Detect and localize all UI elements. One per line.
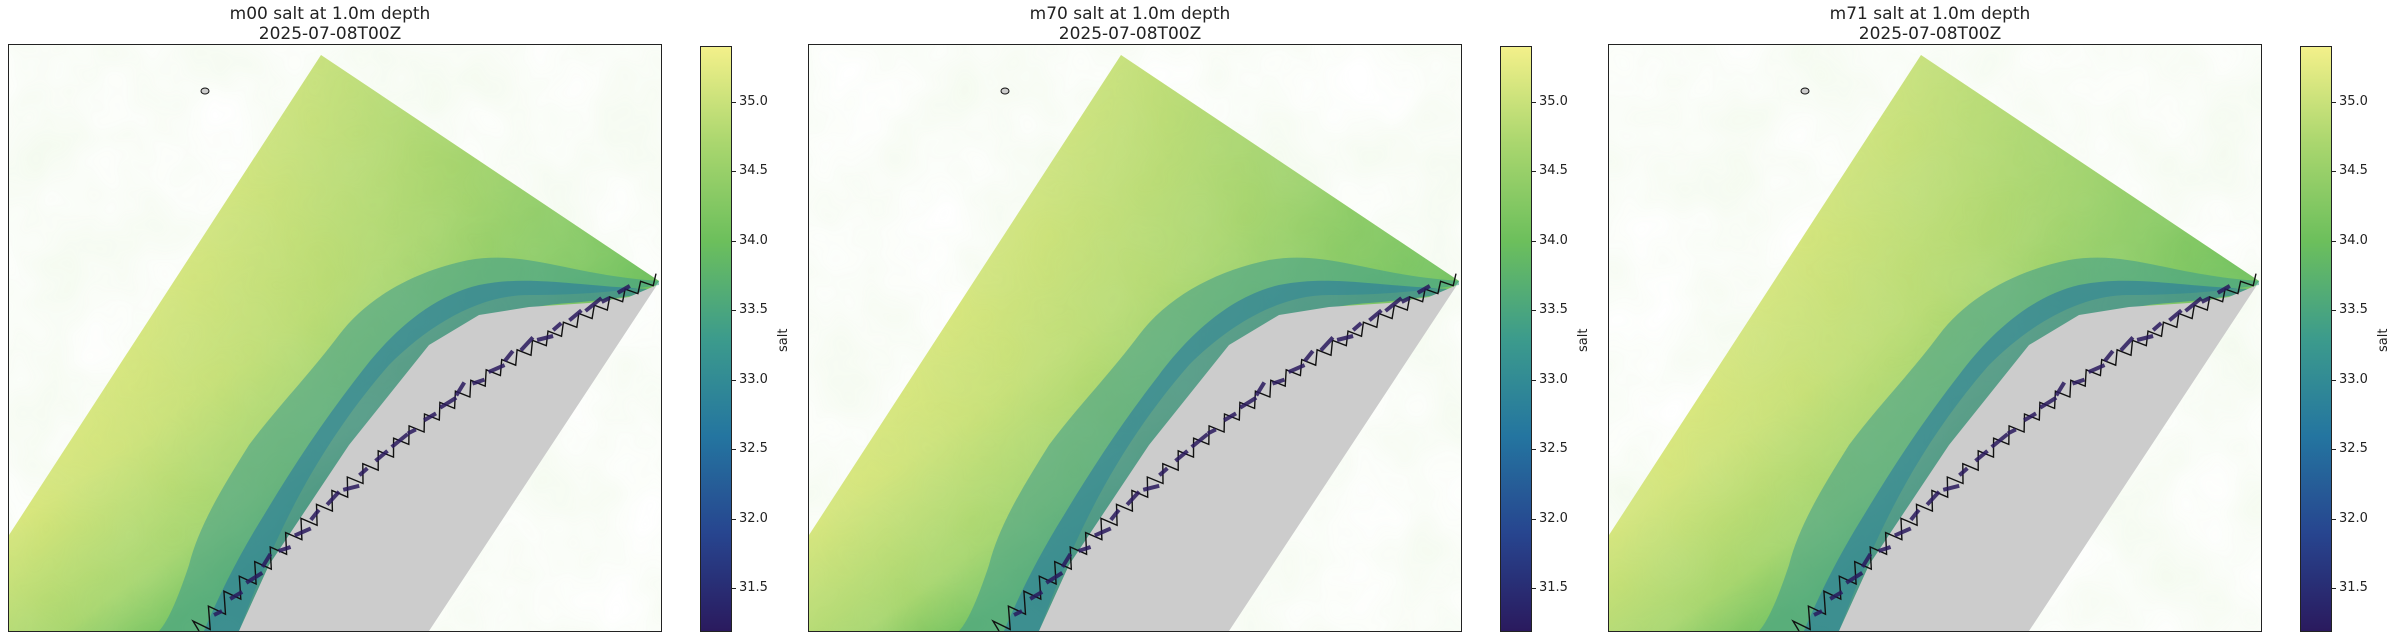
map-title: m70 salt at 1.0m depth 2025-07-08T00Z bbox=[800, 4, 1460, 44]
colorbar-tick-mark bbox=[731, 379, 736, 381]
colorbar-tick-mark bbox=[1531, 171, 1536, 173]
colorbar bbox=[700, 46, 732, 632]
colorbar-tick-mark bbox=[2331, 240, 2336, 242]
colorbar-tick-label: 33.0 bbox=[1539, 371, 1568, 387]
colorbar-tick-label: 34.5 bbox=[2339, 163, 2368, 179]
colorbar-tick-mark bbox=[2331, 379, 2336, 381]
land bbox=[239, 285, 657, 631]
colorbar-tick-label: 32.5 bbox=[1539, 441, 1568, 457]
colorbar-tick-mark bbox=[1531, 101, 1536, 103]
colorbar-tick-label: 34.0 bbox=[739, 232, 768, 248]
colorbar-tick-label: 33.5 bbox=[739, 302, 768, 318]
map-title-line1: m00 salt at 1.0m depth bbox=[229, 4, 431, 24]
colorbar-tick-label: 35.0 bbox=[1539, 93, 1568, 109]
colorbar-tick-mark bbox=[2331, 588, 2336, 590]
colorbar-tick-mark bbox=[731, 310, 736, 312]
colorbar-tick-mark bbox=[2331, 101, 2336, 103]
colorbar-tick-mark bbox=[2331, 171, 2336, 173]
colorbar-tick-mark bbox=[1531, 310, 1536, 312]
map-title-date: 2025-07-08T00Z bbox=[1058, 24, 1202, 44]
colorbar-tick-label: 34.0 bbox=[2339, 232, 2368, 248]
colorbar-tick-mark bbox=[1531, 518, 1536, 520]
colorbar-tick-mark bbox=[1531, 379, 1536, 381]
colorbar-tick-label: 34.5 bbox=[1539, 163, 1568, 179]
colorbar-tick-label: 31.5 bbox=[739, 580, 768, 596]
colorbar-tick-mark bbox=[2331, 310, 2336, 312]
colorbar-tick-mark bbox=[731, 449, 736, 451]
colorbar-tick-mark bbox=[731, 240, 736, 242]
colorbar-tick-label: 31.5 bbox=[2339, 580, 2368, 596]
map-title-line1: m70 salt at 1.0m depth bbox=[1029, 4, 1231, 24]
colorbar-tick-mark bbox=[1531, 449, 1536, 451]
map-title-date: 2025-07-08T00Z bbox=[258, 24, 402, 44]
colorbar-tick-mark bbox=[731, 171, 736, 173]
panel-m00: m00 salt at 1.0m depth 2025-07-08T00Z 31.5… bbox=[0, 0, 800, 642]
colorbar-tick-label: 33.0 bbox=[739, 371, 768, 387]
panel-m70: m70 salt at 1.0m depth 2025-07-08T00Z 31.5… bbox=[800, 0, 1600, 642]
colorbar-label: salt bbox=[2376, 328, 2391, 352]
colorbar bbox=[1500, 46, 1532, 632]
colorbar-tick-label: 35.0 bbox=[739, 93, 768, 109]
colorbar-label: salt bbox=[1576, 328, 1591, 352]
colorbar-tick-label: 33.5 bbox=[2339, 302, 2368, 318]
colorbar-tick-label: 31.5 bbox=[1539, 580, 1568, 596]
map-plot-area bbox=[8, 44, 662, 632]
colorbar-tick-mark bbox=[731, 518, 736, 520]
colorbar-tick-label: 32.0 bbox=[2339, 510, 2368, 526]
map-plot-area bbox=[1608, 44, 2262, 632]
colorbar-tick-mark bbox=[1531, 240, 1536, 242]
colorbar bbox=[2300, 46, 2332, 632]
map-title: m00 salt at 1.0m depth 2025-07-08T00Z bbox=[0, 4, 660, 44]
colorbar-label: salt bbox=[776, 328, 791, 352]
map-plot-area bbox=[808, 44, 1462, 632]
map-title-line1: m71 salt at 1.0m depth bbox=[1829, 4, 2031, 24]
land bbox=[1839, 285, 2257, 631]
colorbar-tick-mark bbox=[2331, 449, 2336, 451]
colorbar-tick-label: 33.0 bbox=[2339, 371, 2368, 387]
colorbar-tick-label: 34.0 bbox=[1539, 232, 1568, 248]
colorbar-tick-label: 32.5 bbox=[2339, 441, 2368, 457]
colorbar-tick-label: 35.0 bbox=[2339, 93, 2368, 109]
colorbar-tick-label: 34.5 bbox=[739, 163, 768, 179]
colorbar-tick-mark bbox=[2331, 518, 2336, 520]
panel-m71: m71 salt at 1.0m depth 2025-07-08T00Z 31.5… bbox=[1600, 0, 2400, 642]
colorbar-tick-mark bbox=[731, 588, 736, 590]
colorbar-tick-label: 33.5 bbox=[1539, 302, 1568, 318]
colorbar-tick-label: 32.0 bbox=[739, 510, 768, 526]
colorbar-tick-mark bbox=[1531, 588, 1536, 590]
land bbox=[1039, 285, 1457, 631]
colorbar-tick-label: 32.5 bbox=[739, 441, 768, 457]
colorbar-tick-mark bbox=[731, 101, 736, 103]
map-title-date: 2025-07-08T00Z bbox=[1858, 24, 2002, 44]
colorbar-tick-label: 32.0 bbox=[1539, 510, 1568, 526]
map-title: m71 salt at 1.0m depth 2025-07-08T00Z bbox=[1600, 4, 2260, 44]
